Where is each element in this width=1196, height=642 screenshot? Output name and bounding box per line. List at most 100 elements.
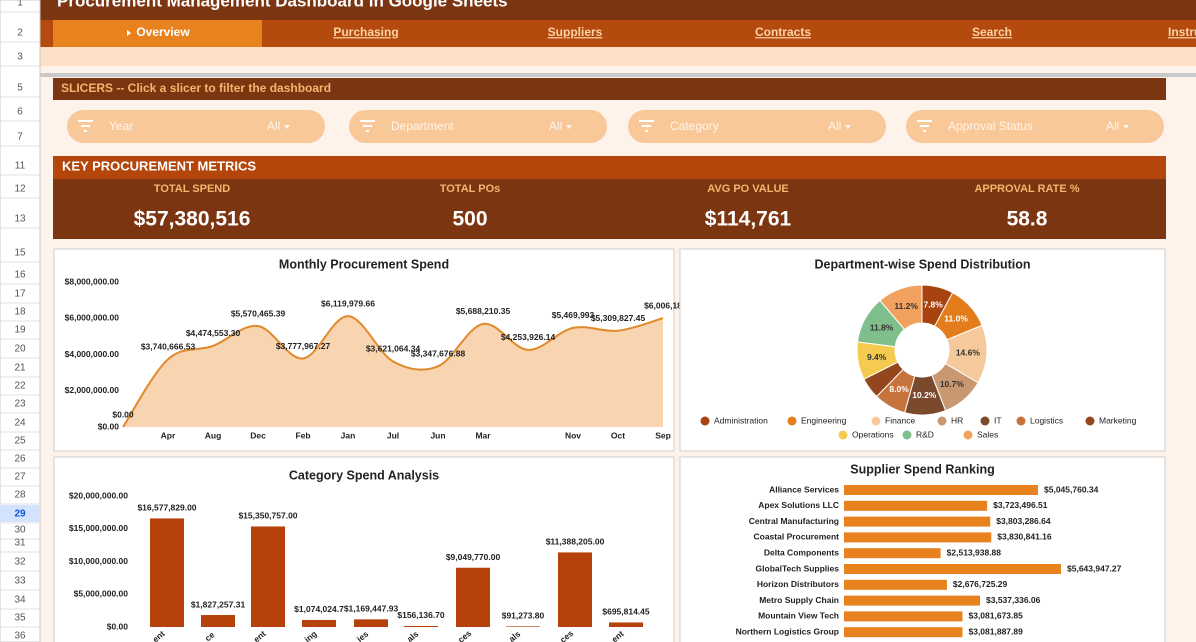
- slicer-heading: SLICERS -- Click a slicer to filter the …: [61, 81, 331, 95]
- row-number: 13: [14, 214, 26, 225]
- row-selected: [0, 505, 40, 522]
- row-number: 20: [14, 344, 26, 355]
- slicer-label: Approval Status: [948, 119, 1033, 133]
- filter-icon: [78, 120, 93, 132]
- row-number: 15: [14, 248, 26, 259]
- legend-swatch: [902, 430, 912, 440]
- x-tick-label: Jul: [387, 430, 399, 440]
- row-number: 35: [14, 613, 26, 624]
- data-label: $4,474,553.30: [186, 328, 241, 338]
- slicer-label: Category: [670, 119, 719, 133]
- row-number: 6: [17, 107, 23, 118]
- legend-label: HR: [951, 415, 963, 425]
- row-number: 11: [15, 161, 26, 172]
- legend-label: Administration: [714, 415, 768, 425]
- row-number: 25: [14, 436, 26, 447]
- metrics-heading-bar: [53, 156, 1166, 179]
- slicer[interactable]: Department All: [349, 110, 607, 143]
- filter-icon: [639, 120, 654, 132]
- slice-label: 9.4%: [867, 352, 887, 362]
- bar: [844, 627, 963, 638]
- y-tick-label: Apex Solutions LLC: [758, 500, 839, 510]
- bar: [844, 548, 941, 559]
- row-number: 24: [14, 418, 26, 429]
- y-tick-label: Alliance Services: [769, 484, 839, 494]
- legend-label: Logistics: [1030, 415, 1063, 425]
- chart-title: Category Spend Analysis: [289, 468, 439, 482]
- nav-tab[interactable]: Contracts: [755, 25, 811, 39]
- row-number: 7: [17, 132, 23, 143]
- freeze-divider: [40, 73, 1196, 77]
- nav-tab[interactable]: Overview: [136, 25, 190, 39]
- y-tick-label: Central Manufacturing: [749, 516, 839, 526]
- legend-swatch: [963, 430, 973, 440]
- x-tick-label: Oct: [611, 430, 625, 440]
- nav-tab[interactable]: Suppliers: [548, 25, 603, 39]
- data-label: $3,081,887.89: [968, 626, 1023, 636]
- data-label: $2,676,725.29: [953, 579, 1008, 589]
- legend-label: Engineering: [801, 415, 847, 425]
- line: [122, 315, 664, 428]
- row-number: 27: [14, 472, 26, 483]
- row-number: 36: [14, 631, 26, 642]
- y-tick-label: $0.00: [107, 621, 129, 631]
- data-label: $6,006,18: [644, 300, 682, 310]
- slicer-pill[interactable]: [906, 110, 1164, 143]
- legend-swatch: [980, 416, 990, 426]
- data-label: $5,570,465.39: [231, 308, 286, 318]
- nav-tab[interactable]: Purchasing: [333, 25, 398, 39]
- legend-swatch: [937, 416, 947, 426]
- data-label: $1,827,257.31: [191, 599, 246, 609]
- data-label: $2,513,938.88: [947, 547, 1002, 557]
- dropdown-arrow: [284, 125, 290, 129]
- nav-tab[interactable]: Instru: [1168, 25, 1196, 39]
- data-label: $3,081,673.85: [968, 611, 1023, 621]
- data-label: $3,740,666.53: [141, 341, 196, 351]
- data-label: $1,169,447.93: [344, 604, 399, 614]
- slicer-pill[interactable]: [67, 110, 325, 143]
- slicer[interactable]: Category All: [628, 110, 886, 143]
- metrics-heading: KEY PROCUREMENT METRICS: [62, 158, 256, 173]
- legend-label: Finance: [885, 415, 916, 425]
- y-tick-label: Horizon Distributors: [757, 579, 839, 589]
- y-tick-label: Coastal Procurement: [754, 532, 840, 542]
- slicer-pill[interactable]: [349, 110, 607, 143]
- legend-swatch: [1085, 416, 1095, 426]
- slice-label: 11.8%: [870, 322, 894, 332]
- legend-label: R&D: [916, 429, 934, 439]
- x-tick-label: Jun: [430, 430, 445, 440]
- dropdown-arrow: [845, 125, 851, 129]
- x-tick-label: Mar: [475, 430, 491, 440]
- slicer[interactable]: Approval Status All: [906, 110, 1164, 143]
- dropdown-arrow: [566, 125, 572, 129]
- data-label: $5,045,760.34: [1044, 484, 1099, 494]
- metric-label: AVG PO VALUE: [707, 183, 789, 195]
- y-tick-label: $2,000,000.00: [65, 385, 120, 395]
- nav-tab[interactable]: Search: [972, 25, 1012, 39]
- metrics-body: [53, 179, 1166, 239]
- slicer-pill[interactable]: [628, 110, 886, 143]
- row-number: 3: [17, 52, 23, 63]
- data-label: $15,350,757.00: [238, 511, 297, 521]
- y-tick-label: $20,000,000.00: [69, 490, 128, 500]
- row-number: 28: [14, 490, 26, 501]
- bar: [456, 567, 490, 627]
- row-number: 2: [17, 28, 23, 39]
- row-number: 23: [14, 399, 26, 410]
- x-tick-label: Jan: [341, 430, 356, 440]
- data-label: $3,347,676.88: [411, 349, 466, 359]
- legend-swatch: [838, 430, 848, 440]
- slice-label: 10.7%: [940, 379, 965, 389]
- row-number: 29: [14, 509, 26, 520]
- area-fill: [123, 316, 663, 427]
- x-tick-label: Apr: [161, 430, 176, 440]
- bar: [150, 518, 184, 627]
- filter-icon: [917, 120, 932, 132]
- slicer-value: All: [1106, 119, 1119, 133]
- data-label: $11,388,205.00: [546, 537, 605, 547]
- metric-value: 58.8: [1007, 208, 1048, 231]
- chart-card: [679, 248, 1166, 452]
- y-tick-label: Metro Supply Chain: [759, 595, 839, 605]
- slicer[interactable]: Year All: [67, 110, 325, 143]
